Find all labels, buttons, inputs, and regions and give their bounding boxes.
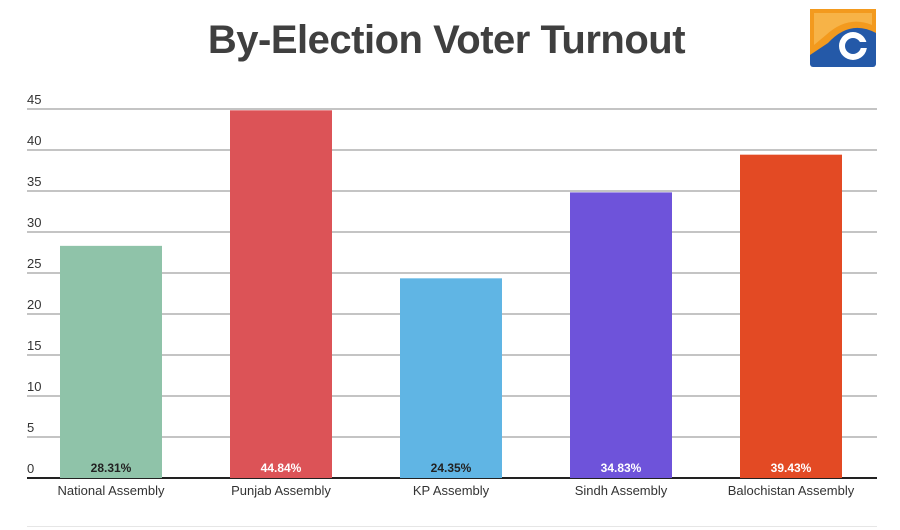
y-tick-label: 45 <box>27 92 41 107</box>
data-label: 24.35% <box>431 461 472 475</box>
geo-news-logo-icon <box>810 9 876 67</box>
y-tick-label: 5 <box>27 420 34 435</box>
y-tick-label: 40 <box>27 133 41 148</box>
y-tick-label: 30 <box>27 215 41 230</box>
data-label: 39.43% <box>771 461 812 475</box>
x-category-label: KP Assembly <box>413 483 490 498</box>
bar <box>570 192 672 479</box>
labels: 0 5 10 15 20 25 30 35 40 45 28.31% National Assembl… <box>27 92 855 498</box>
bottom-divider <box>27 526 877 527</box>
x-category-label: Balochistan Assembly <box>728 483 855 498</box>
y-tick-label: 10 <box>27 379 41 394</box>
y-tick-label: 35 <box>27 174 41 189</box>
data-label: 44.84% <box>261 461 302 475</box>
bars <box>60 110 842 479</box>
data-label: 34.83% <box>601 461 642 475</box>
y-tick-label: 0 <box>27 461 34 476</box>
y-tick-label: 15 <box>27 338 41 353</box>
x-category-label: National Assembly <box>58 483 165 498</box>
bar <box>230 110 332 478</box>
bar <box>400 278 502 478</box>
bar <box>60 245 162 478</box>
y-tick-label: 20 <box>27 297 41 312</box>
x-category-label: Punjab Assembly <box>231 483 331 498</box>
chart-title: By-Election Voter Turnout <box>207 18 686 62</box>
y-tick-label: 25 <box>27 256 41 271</box>
bar <box>740 154 842 478</box>
data-label: 28.31% <box>91 461 132 475</box>
x-category-label: Sindh Assembly <box>575 483 668 498</box>
